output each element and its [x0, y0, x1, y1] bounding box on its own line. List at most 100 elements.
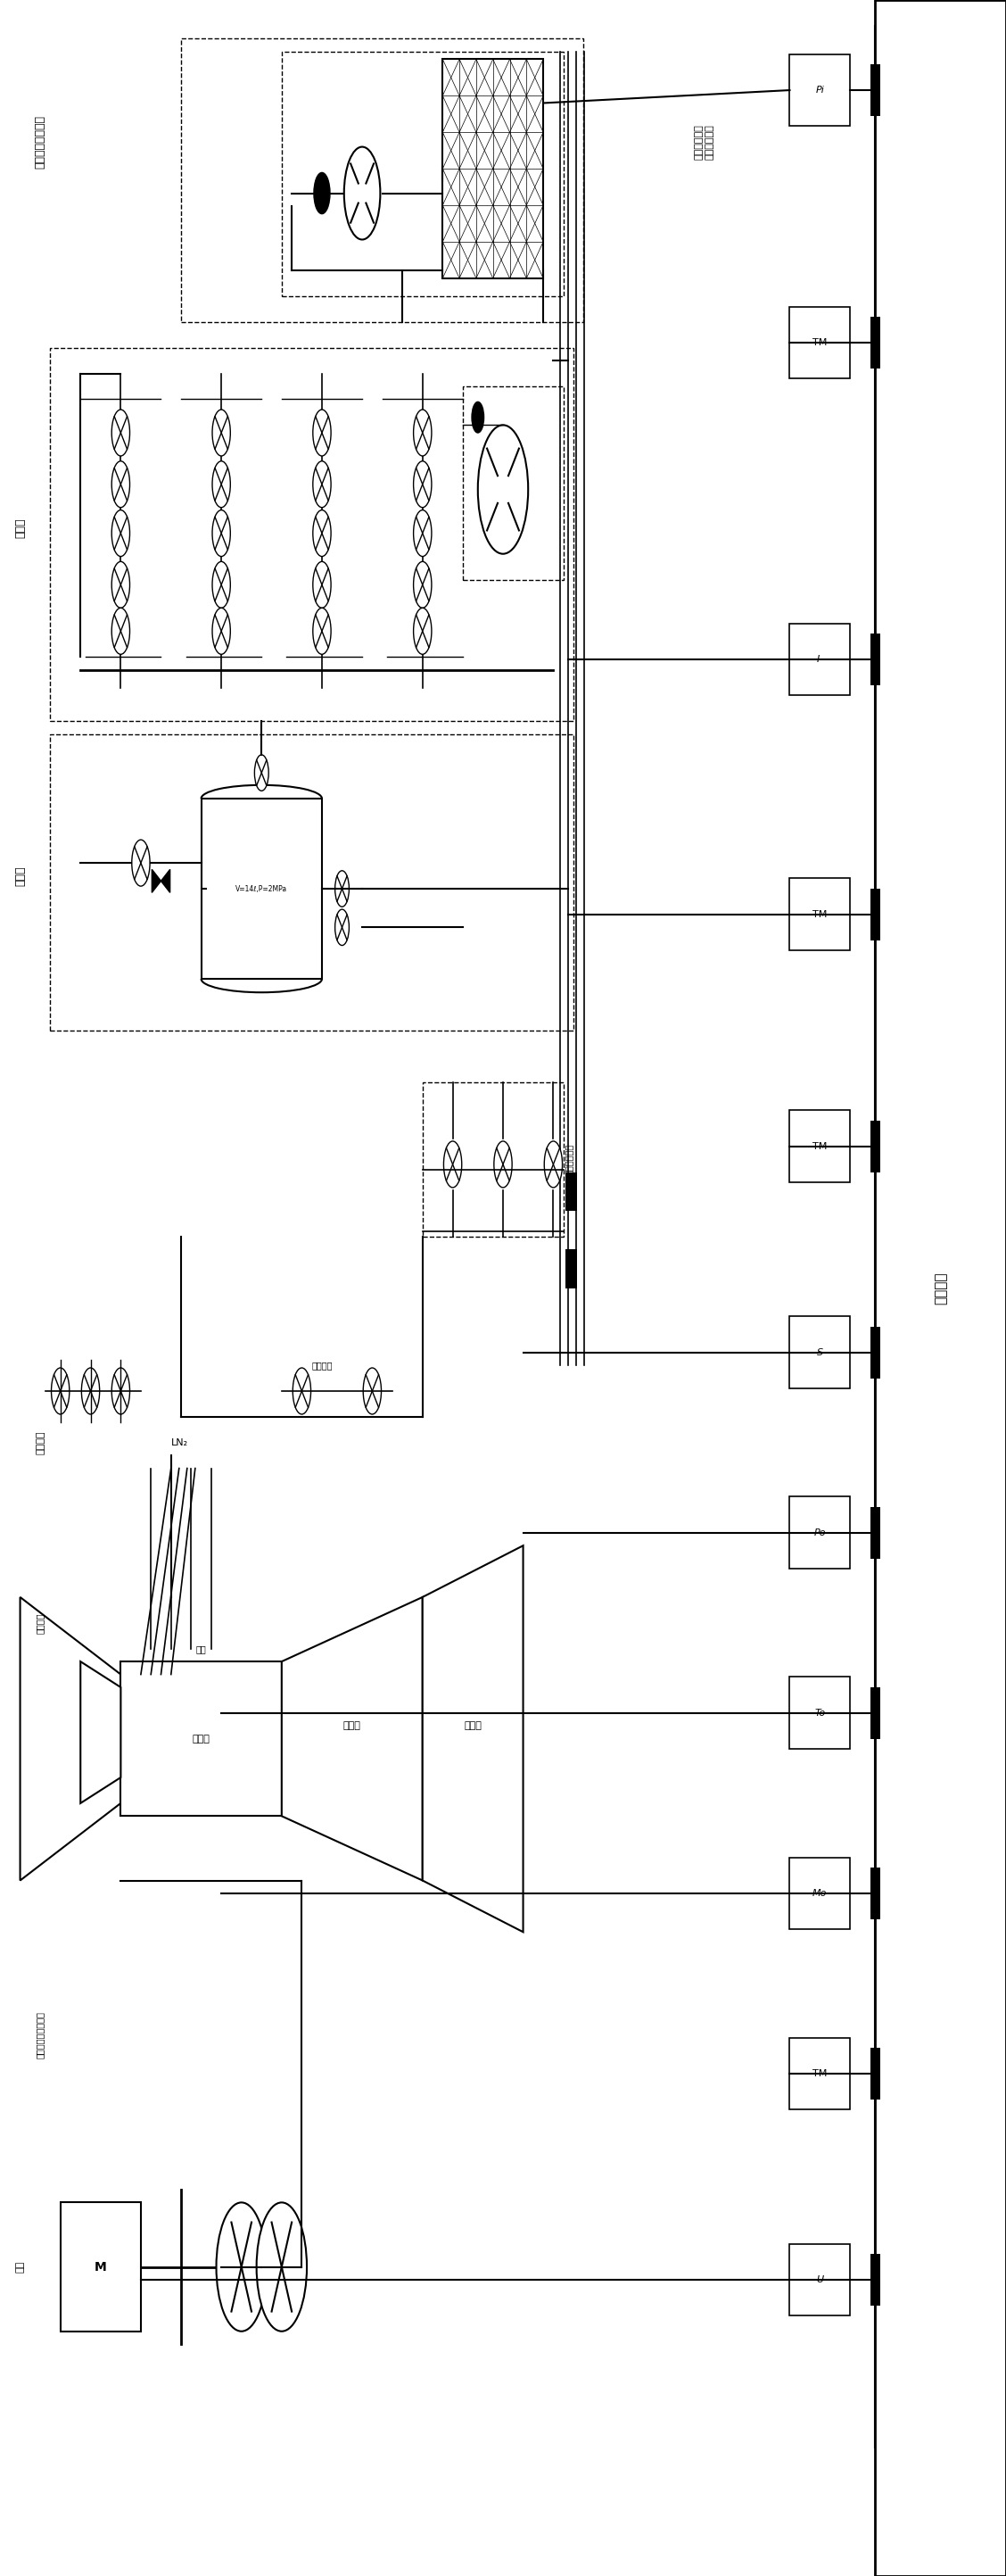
Circle shape: [257, 2202, 307, 2331]
Bar: [790, 1497, 850, 1569]
Bar: [443, 59, 543, 278]
Text: TM: TM: [813, 1141, 827, 1151]
Bar: [790, 1110, 850, 1182]
Circle shape: [212, 410, 230, 456]
Text: 稳定段: 稳定段: [192, 1734, 210, 1744]
Text: TM: TM: [813, 337, 827, 348]
Text: 扩散段: 扩散段: [464, 1721, 482, 1731]
Text: I-: I-: [817, 654, 823, 665]
Text: To: To: [815, 1708, 825, 1718]
Circle shape: [413, 562, 432, 608]
Circle shape: [81, 1368, 100, 1414]
Circle shape: [112, 510, 130, 556]
Circle shape: [444, 1141, 462, 1188]
Circle shape: [335, 871, 349, 907]
Circle shape: [544, 1141, 562, 1188]
Circle shape: [413, 608, 432, 654]
Bar: [121, 1662, 282, 1816]
Bar: [875, 0, 1006, 2576]
Text: 排推和气控气板组: 排推和气控气板组: [34, 116, 46, 167]
Bar: [790, 307, 850, 379]
Text: 排气阀组: 排气阀组: [36, 1430, 44, 1455]
Circle shape: [494, 1141, 512, 1188]
Bar: [870, 634, 880, 685]
Bar: [790, 1857, 850, 1929]
Text: 配气台: 配气台: [14, 518, 26, 538]
Text: 喷氮气动阀组: 喷氮气动阀组: [564, 1144, 572, 1175]
Text: LN₂: LN₂: [171, 1437, 188, 1448]
Polygon shape: [20, 1597, 121, 1880]
Text: 超跌落高压电磁阀组: 超跌落高压电磁阀组: [36, 2012, 44, 2058]
Bar: [870, 2048, 880, 2099]
Circle shape: [313, 410, 331, 456]
Bar: [201, 799, 322, 979]
Bar: [870, 1507, 880, 1558]
Polygon shape: [423, 1546, 523, 1932]
Circle shape: [413, 410, 432, 456]
Bar: [870, 1868, 880, 1919]
Circle shape: [314, 173, 330, 214]
Bar: [463, 386, 563, 580]
Bar: [870, 317, 880, 368]
Circle shape: [132, 840, 150, 886]
Circle shape: [112, 461, 130, 507]
Circle shape: [478, 425, 528, 554]
Circle shape: [112, 410, 130, 456]
Text: 控制系统: 控制系统: [934, 1273, 948, 1303]
Bar: [181, 39, 583, 322]
Circle shape: [413, 510, 432, 556]
Text: 模型: 模型: [196, 1643, 206, 1654]
Text: 驱动: 驱动: [16, 2262, 24, 2272]
Text: Pi: Pi: [816, 85, 824, 95]
Polygon shape: [152, 871, 161, 891]
Bar: [790, 2038, 850, 2110]
Text: V=14ℓ,P=2MPa: V=14ℓ,P=2MPa: [235, 884, 288, 894]
Circle shape: [335, 909, 349, 945]
Circle shape: [112, 562, 130, 608]
Circle shape: [212, 608, 230, 654]
Text: Mo: Mo: [813, 1888, 827, 1899]
Text: 扩散段: 扩散段: [343, 1721, 361, 1731]
Circle shape: [313, 461, 331, 507]
Circle shape: [472, 402, 484, 433]
Bar: [565, 1172, 577, 1211]
Circle shape: [216, 2202, 267, 2331]
Circle shape: [313, 608, 331, 654]
Text: 低温排样泵和
空热式气化器: 低温排样泵和 空热式气化器: [694, 124, 714, 160]
Bar: [790, 623, 850, 696]
Circle shape: [212, 562, 230, 608]
Bar: [870, 889, 880, 940]
Bar: [790, 2244, 850, 2316]
Circle shape: [363, 1368, 381, 1414]
Circle shape: [212, 461, 230, 507]
Circle shape: [293, 1368, 311, 1414]
Circle shape: [344, 147, 380, 240]
Bar: [870, 64, 880, 116]
Circle shape: [112, 608, 130, 654]
Circle shape: [51, 1368, 69, 1414]
Polygon shape: [282, 1597, 423, 1880]
Text: 排气阀组: 排气阀组: [36, 1613, 44, 1633]
Polygon shape: [161, 871, 170, 891]
Circle shape: [413, 461, 432, 507]
Polygon shape: [80, 1662, 121, 1803]
Circle shape: [255, 755, 269, 791]
Bar: [423, 1082, 563, 1236]
Circle shape: [212, 510, 230, 556]
Text: S: S: [817, 1347, 823, 1358]
Circle shape: [112, 1368, 130, 1414]
Bar: [565, 1249, 577, 1288]
Text: TM: TM: [813, 2069, 827, 2079]
Text: Po: Po: [814, 1528, 826, 1538]
Bar: [870, 1687, 880, 1739]
Circle shape: [313, 510, 331, 556]
Circle shape: [313, 562, 331, 608]
Bar: [870, 1327, 880, 1378]
Bar: [50, 734, 573, 1030]
Bar: [50, 348, 573, 721]
Bar: [790, 1316, 850, 1388]
Text: U: U: [816, 2275, 824, 2285]
Bar: [60, 2202, 141, 2331]
Bar: [790, 1677, 850, 1749]
Bar: [282, 52, 563, 296]
